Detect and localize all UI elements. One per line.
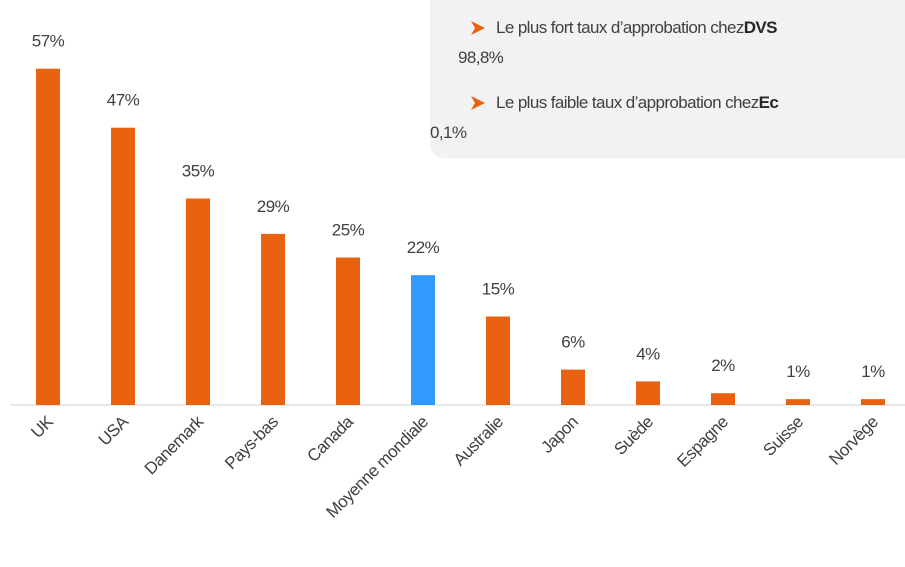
bar [336,257,360,405]
bar [261,233,285,405]
data-label: 25% [332,221,365,240]
x-tick-label: Norvège [825,412,881,468]
x-tick-label: Danemark [141,412,208,479]
x-tick-label: USA [95,412,133,450]
x-tick-label: Pays-bas [221,412,282,473]
x-tick-label: UK [27,412,57,442]
bar [36,68,60,405]
x-tick-label: Canada [303,412,357,466]
bar [861,399,885,405]
data-label: 2% [711,356,735,375]
data-label: 22% [407,238,440,257]
data-label: 29% [257,197,290,216]
annotation-box: Le plus fort taux d’approbation chez DVS… [430,0,905,158]
data-label: 1% [786,362,810,381]
annotation-text: Le plus fort taux d’approbation chez [496,18,744,37]
bar [711,393,735,405]
bullet-arrow [471,96,485,110]
x-tick-label: Australie [450,412,507,469]
bar [636,381,660,405]
annotation-value: 0,1% [430,123,467,142]
bar [411,275,435,405]
annotation-bold: Ec [758,93,779,112]
annotation-item: Le plus fort taux d’approbation chez DVS… [458,16,778,70]
data-label: 4% [636,344,660,363]
bullet-arrow [471,21,485,35]
data-label: 6% [561,333,585,352]
data-label: 47% [107,91,140,110]
x-tick-label: Suède [610,412,656,458]
x-tick-label: Suisse [759,412,806,459]
x-tick-label: Espagne [673,412,731,470]
annotation-value: 98,8% [458,48,504,67]
x-tick-label: Japon [537,412,581,456]
bar [786,399,810,405]
annotation-item: Le plus faible taux d’approbation chez E… [430,91,779,145]
data-label: 57% [32,32,65,51]
annotation-text: Le plus faible taux d’approbation chez [496,93,759,112]
bar [186,198,210,405]
bar [561,369,585,405]
data-label: 15% [482,280,515,299]
bar [111,127,135,405]
data-label: 1% [861,362,885,381]
data-label: 35% [182,162,215,181]
annotation-bold: DVS [743,18,778,37]
bar [486,316,510,405]
